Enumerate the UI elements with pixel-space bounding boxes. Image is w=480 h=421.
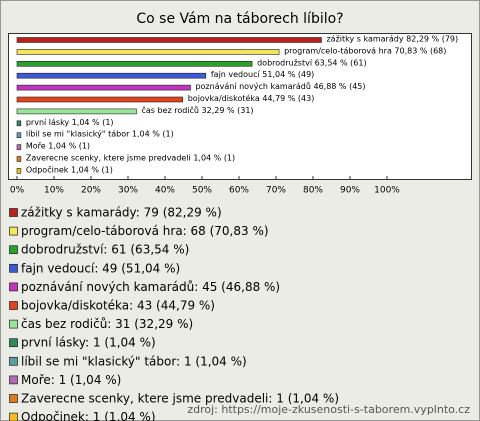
value-label: čas bez rodičů 32,29 % (31) <box>141 105 253 115</box>
bar <box>16 37 322 43</box>
legend-swatch <box>9 263 18 273</box>
bar <box>16 144 22 150</box>
bar <box>16 132 22 138</box>
value-label: fajn vedoucí 51,04 % (49) <box>211 70 314 79</box>
value-label: líbil se mi "klasický" tábor 1,04 % (1) <box>26 130 174 139</box>
legend-label: zážitky s kamarády: 79 (82,29 %) <box>21 206 222 220</box>
value-label: dobrodružství 63,54 % (61) <box>257 58 367 67</box>
legend-swatch <box>9 375 18 385</box>
legend-swatch <box>9 319 18 329</box>
bar <box>16 60 253 67</box>
legend-label: první lásky: 1 (1,04 %) <box>21 336 156 350</box>
bar <box>16 120 22 127</box>
x-tick-label: 70% <box>266 186 286 196</box>
x-tick-label: 30% <box>118 186 138 196</box>
value-label: bojovka/diskotéka 44,79 % (43) <box>188 93 315 103</box>
bar <box>16 96 184 103</box>
legend-label: poznávání nových kamarádů: 45 (46,88 %) <box>21 280 280 294</box>
legend-swatch <box>9 208 18 217</box>
bar <box>16 108 137 115</box>
bar <box>16 84 191 91</box>
x-tick-label: 60% <box>229 186 249 196</box>
legend-label: Odpočinek: 1 (1,04 %) <box>21 410 156 421</box>
bar <box>16 156 22 162</box>
legend-swatch <box>9 245 18 255</box>
x-tick-label: 40% <box>155 186 175 196</box>
legend-label: bojovka/diskotéka: 43 (44,79 %) <box>21 299 215 313</box>
value-label: Moře 1,04 % (1) <box>26 142 90 151</box>
value-label: Odpočinek 1,04 % (1) <box>26 164 113 174</box>
legend-label: dobrodružství: 61 (63,54 %) <box>21 243 189 257</box>
value-label: Zaverecne scenky, ktere jsme predvadeli … <box>26 154 235 163</box>
legend-label: Moře: 1 (1,04 %) <box>21 373 121 387</box>
plot-area <box>8 33 472 180</box>
x-tick-label: 20% <box>81 186 101 196</box>
value-label: poznávání nových kamarádů 46,88 % (45) <box>195 81 365 91</box>
x-tick-label: 80% <box>303 186 323 196</box>
x-tick-label: 100% <box>374 186 400 196</box>
legend-swatch <box>9 226 18 236</box>
legend-label: čas bez rodičů: 31 (32,29 %) <box>21 317 193 331</box>
bar <box>16 168 22 174</box>
chart-title: Co se Vám na táborech líbilo? <box>136 11 343 27</box>
x-tick-label: 90% <box>340 186 360 196</box>
legend-swatch <box>9 282 18 292</box>
legend-label: program/celo-táborová hra: 68 (70,83 %) <box>21 224 269 238</box>
value-label: program/celo-táborová hra 70,83 % (68) <box>284 46 446 55</box>
legend-swatch <box>9 412 18 421</box>
x-tick-label: 0% <box>10 186 25 196</box>
bar <box>16 72 207 79</box>
legend-swatch <box>9 301 18 310</box>
x-tick-label: 10% <box>44 186 64 196</box>
bar <box>16 49 280 55</box>
legend-swatch <box>9 394 18 403</box>
legend-swatch <box>9 356 18 366</box>
legend-label: Zaverecne scenky, ktere jsme predvadeli:… <box>21 392 339 406</box>
value-label: zážitky s kamarády 82,29 % (79) <box>326 35 458 44</box>
value-label: první lásky 1,04 % (1) <box>26 118 114 127</box>
legend-swatch <box>9 338 18 348</box>
legend-label: líbil se mi "klasický" tábor: 1 (1,04 %) <box>21 354 247 368</box>
x-tick-label: 50% <box>192 186 212 196</box>
legend-label: fajn vedoucí: 49 (51,04 %) <box>21 261 180 275</box>
source: zdroj: https://moje-zkusenosti-s-taborem… <box>187 403 470 416</box>
